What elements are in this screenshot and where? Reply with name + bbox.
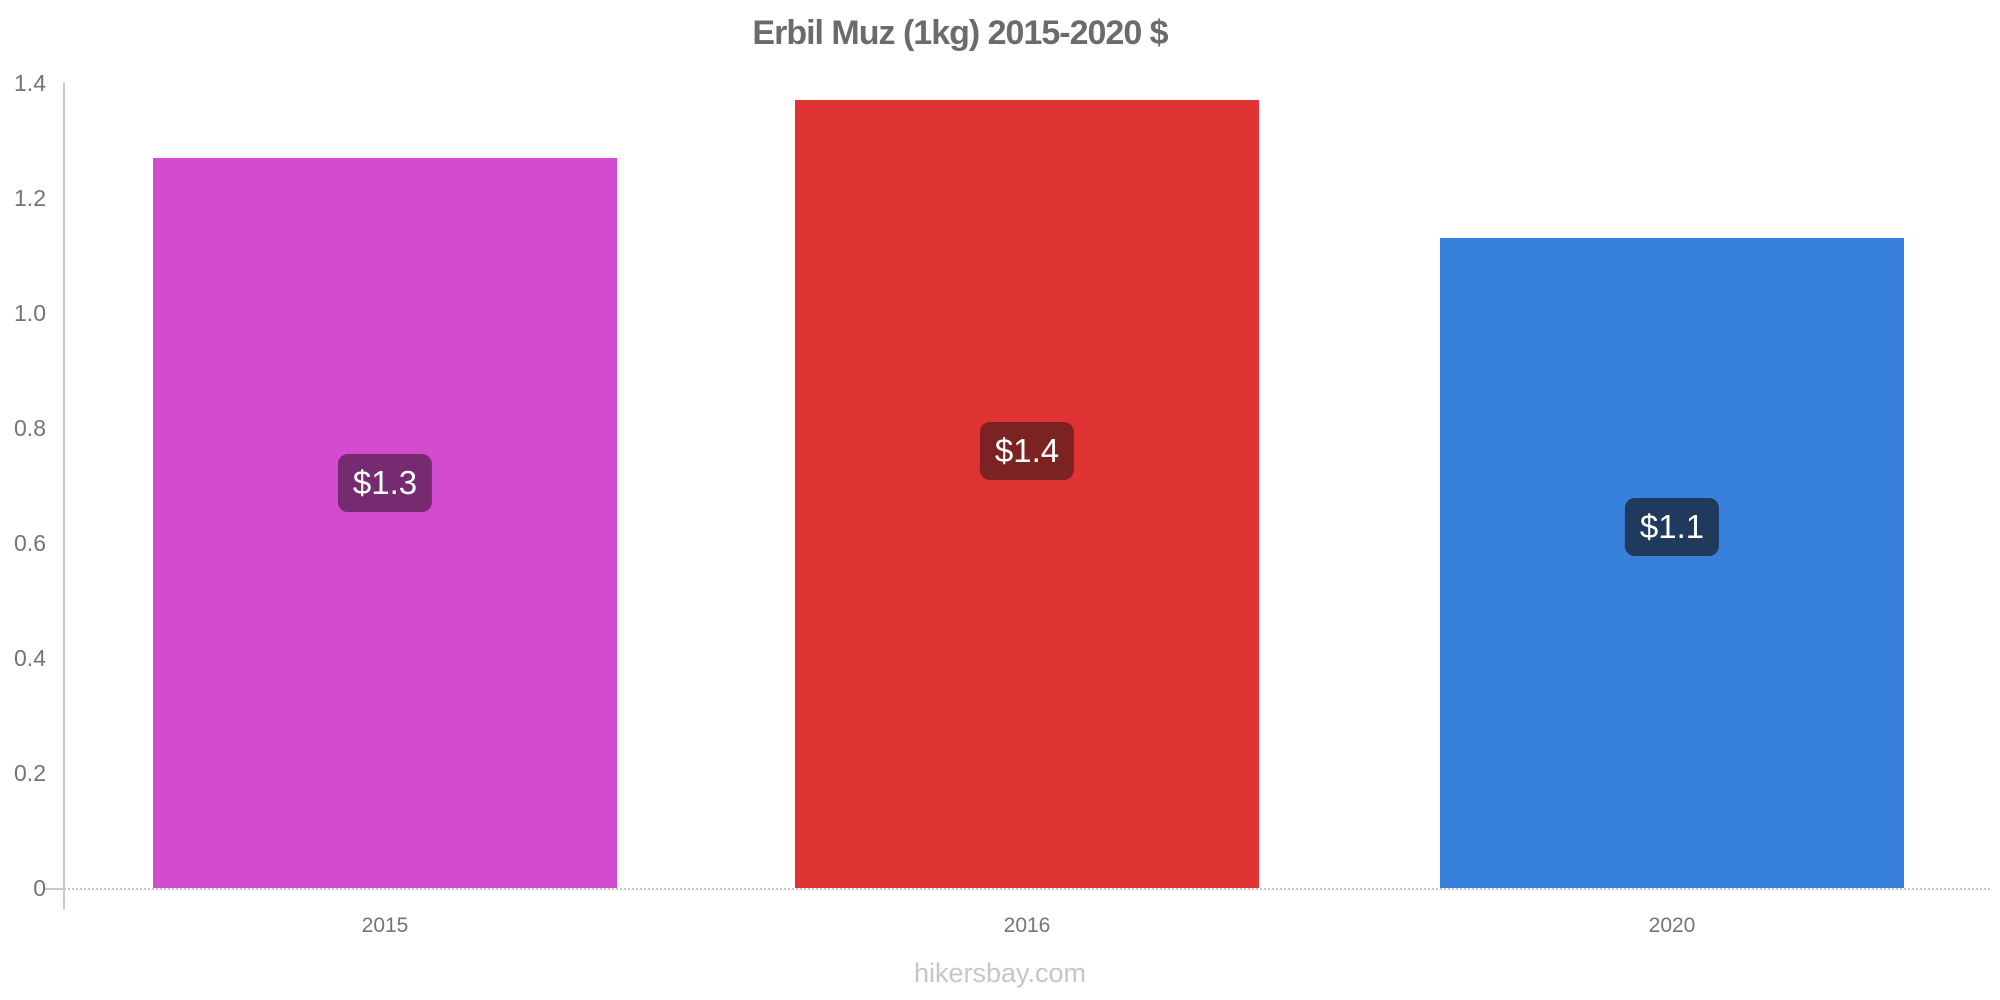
y-tick-label: 0.6 (14, 530, 46, 556)
y-tick-label: 1.0 (14, 300, 46, 326)
bar-2015: $1.3 (153, 158, 617, 888)
baseline-dotted-line (64, 888, 1990, 890)
x-tick-label: 2015 (361, 914, 409, 937)
y-tick-label: 0.2 (14, 760, 46, 786)
chart-title: Erbil Muz (1kg) 2015-2020 $ (752, 14, 1168, 52)
bar-value-badge: $1.4 (979, 421, 1075, 480)
y-axis-line (63, 82, 65, 910)
y-tick-label: 1.2 (14, 185, 46, 211)
bar-2020: $1.1 (1440, 238, 1904, 888)
y-tick-label: 0 (33, 875, 46, 901)
bar-value-badge: $1.3 (337, 453, 433, 512)
y-tick-label: 0.4 (14, 645, 46, 671)
y-tick-label: 0.8 (14, 415, 46, 441)
x-tick-label: 2016 (1003, 914, 1051, 937)
y-tick-label: 1.4 (14, 70, 46, 96)
watermark-hikersbay: hikersbay.com (913, 958, 1087, 988)
zero-tick-mark (44, 888, 64, 890)
bar-2016: $1.4 (795, 100, 1259, 888)
bar-value-badge: $1.1 (1624, 498, 1720, 557)
x-tick-label: 2020 (1648, 914, 1696, 937)
